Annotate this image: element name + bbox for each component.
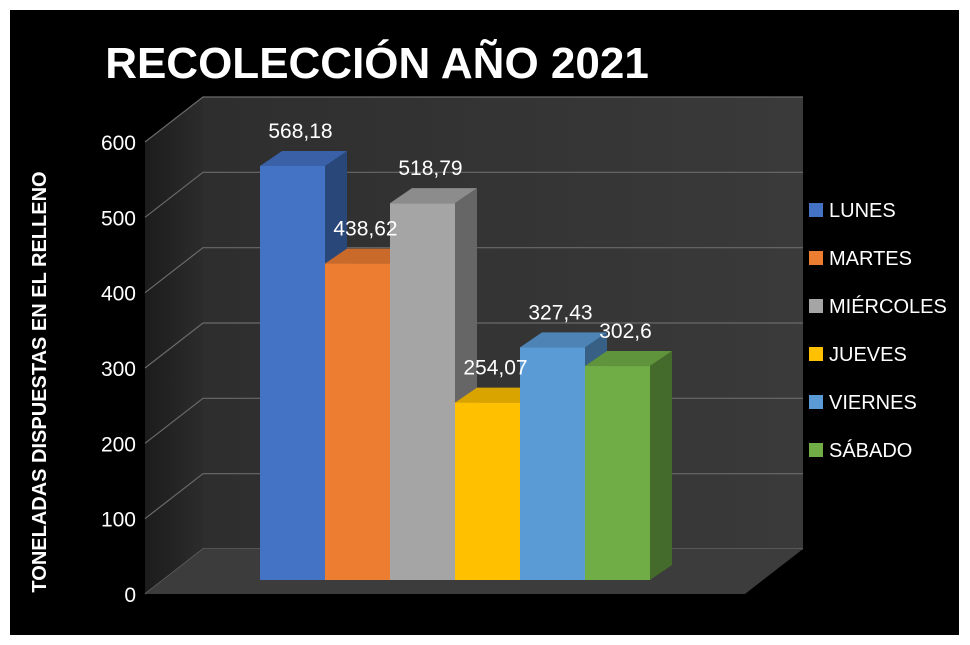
gridline-400 [144, 247, 803, 294]
legend-swatch [809, 347, 823, 361]
legend-swatch [809, 299, 823, 313]
data-label-jueves: 254,07 [463, 357, 527, 380]
legend-swatch [809, 203, 823, 217]
y-tick-label-400: 400 [101, 283, 136, 306]
data-label-miércoles: 518,79 [398, 157, 462, 180]
legend-label: MARTES [829, 248, 912, 270]
data-label-martes: 438,62 [333, 218, 397, 241]
bar-front [585, 366, 650, 580]
legend: LUNES MARTES MIÉRCOLES JUEVES VIERNES SÁBADO [809, 200, 947, 462]
legend-label: JUEVES [829, 344, 907, 366]
y-axis-label: TONELADAS DISPUESTAS EN EL RELLENO [29, 171, 51, 592]
bar-front [520, 347, 585, 580]
legend-item-martes: MARTES [809, 248, 912, 270]
chart-title: RECOLECCIÓN AÑO 2021 [105, 38, 649, 88]
bar-front [455, 402, 520, 580]
legend-item-miércoles: MIÉRCOLES [809, 295, 947, 318]
legend-item-jueves: JUEVES [809, 344, 907, 366]
legend-item-lunes: LUNES [809, 200, 896, 222]
legend-label: VIERNES [829, 392, 917, 414]
gridline-500 [144, 171, 803, 218]
legend-item-viernes: VIERNES [809, 392, 917, 414]
bar-top [585, 351, 672, 367]
bar-front [390, 203, 455, 580]
y-tick-label-600: 600 [101, 132, 136, 155]
legend-swatch [809, 443, 823, 457]
y-tick-label-200: 200 [101, 433, 136, 456]
bar-top [260, 150, 347, 166]
legend-label: LUNES [829, 200, 896, 222]
y-tick-label-100: 100 [101, 509, 136, 532]
bar-front [260, 165, 325, 580]
y-tick-label-500: 500 [101, 207, 136, 230]
chart-frame: RECOLECCIÓN AÑO 2021 TONELADAS DISPUESTA… [10, 10, 959, 635]
legend-swatch [809, 395, 823, 409]
legend-swatch [809, 251, 823, 265]
bar-front [325, 263, 390, 580]
y-tick-label-300: 300 [101, 358, 136, 381]
data-label-lunes: 568,18 [268, 120, 332, 143]
gridline-300 [144, 322, 803, 369]
data-labels: 568,18 438,62 518,79 254,07 327,43 302,6 [268, 120, 651, 380]
legend-item-sábado: SÁBADO [809, 439, 912, 462]
legend-label: SÁBADO [829, 439, 912, 462]
y-axis-ticks: 0 100 200 300 400 500 600 [101, 132, 136, 607]
gridline-600 [144, 96, 803, 143]
bar-top [390, 188, 477, 204]
bar-side [650, 351, 672, 580]
y-tick-label-0: 0 [124, 584, 136, 607]
data-label-viernes: 327,43 [528, 301, 592, 324]
bar-top [520, 332, 607, 348]
bar-chart: RECOLECCIÓN AÑO 2021 TONELADAS DISPUESTA… [29, 38, 947, 607]
legend-label: MIÉRCOLES [829, 295, 947, 318]
bar-sábado [585, 351, 672, 580]
data-label-sábado: 302,6 [599, 320, 652, 343]
bars [260, 150, 672, 580]
